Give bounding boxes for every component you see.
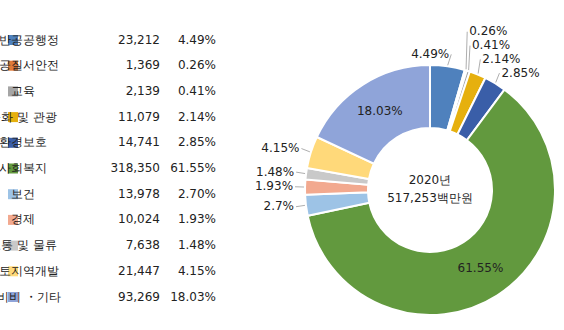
svg-text:예비비 ・기타: 예비비 ・기타: [0, 290, 61, 304]
svg-text:교육: 교육: [11, 84, 35, 98]
svg-text:2,139: 2,139: [126, 84, 160, 98]
svg-text:18.03%: 18.03%: [170, 290, 216, 304]
svg-text:23,212: 23,212: [118, 33, 160, 47]
svg-text:2.85%: 2.85%: [178, 135, 216, 149]
svg-text:교통 및 물류: 교통 및 물류: [0, 238, 57, 252]
svg-text:61.55%: 61.55%: [170, 161, 216, 175]
svg-text:국토지역개발: 국토지역개발: [0, 264, 59, 278]
svg-text:1,369: 1,369: [126, 58, 160, 72]
svg-text:2.70%: 2.70%: [178, 187, 216, 201]
svg-text:사회복지: 사회복지: [0, 161, 47, 175]
svg-text:21,447: 21,447: [118, 264, 160, 278]
svg-text:2.14%: 2.14%: [482, 52, 520, 66]
svg-text:2.85%: 2.85%: [501, 66, 539, 80]
svg-text:318,350: 318,350: [110, 161, 160, 175]
svg-text:14,741: 14,741: [118, 135, 160, 149]
svg-text:4.49%: 4.49%: [411, 47, 449, 61]
svg-text:문화 및 관광: 문화 및 관광: [0, 110, 57, 124]
svg-text:1.93%: 1.93%: [178, 212, 216, 226]
svg-text:10,024: 10,024: [118, 212, 160, 226]
svg-text:1.48%: 1.48%: [178, 238, 216, 252]
svg-text:11,079: 11,079: [118, 110, 160, 124]
svg-text:18.03%: 18.03%: [357, 104, 403, 118]
svg-text:93,269: 93,269: [118, 290, 160, 304]
svg-text:0.26%: 0.26%: [469, 24, 507, 38]
svg-text:4.15%: 4.15%: [178, 264, 216, 278]
svg-text:1.93%: 1.93%: [255, 179, 293, 193]
svg-text:일반공공행정: 일반공공행정: [0, 33, 59, 47]
svg-text:0.41%: 0.41%: [472, 38, 510, 52]
svg-text:2.14%: 2.14%: [178, 110, 216, 124]
svg-text:0.26%: 0.26%: [178, 58, 216, 72]
svg-text:공공질서안전: 공공질서안전: [0, 58, 59, 72]
svg-text:13,978: 13,978: [118, 187, 160, 201]
svg-text:4.49%: 4.49%: [178, 33, 216, 47]
svg-text:보건: 보건: [11, 187, 35, 201]
svg-text:7,638: 7,638: [126, 238, 160, 252]
svg-text:2.7%: 2.7%: [264, 199, 295, 213]
svg-text:환경보호: 환경보호: [0, 135, 47, 149]
svg-text:0.41%: 0.41%: [178, 84, 216, 98]
svg-text:61.55%: 61.55%: [458, 261, 504, 275]
svg-text:2020년: 2020년: [409, 173, 452, 187]
svg-text:경제: 경제: [11, 212, 35, 226]
svg-text:4.15%: 4.15%: [261, 141, 299, 155]
svg-text:1.48%: 1.48%: [256, 165, 294, 179]
svg-text:517,253백만원: 517,253백만원: [387, 191, 473, 205]
